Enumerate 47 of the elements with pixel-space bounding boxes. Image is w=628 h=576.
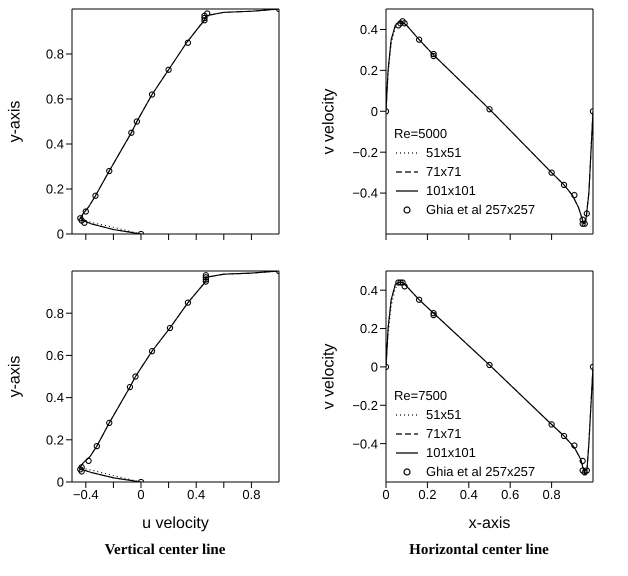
legend-label: 51x51	[426, 144, 462, 162]
legend-label: Ghia et al 257x257	[426, 463, 536, 481]
y-tick-label: 0.6	[46, 92, 64, 107]
legend-title: Re=7500	[394, 387, 448, 405]
y-tick-label: −0.4	[352, 436, 378, 452]
y-tick-label: 0.4	[360, 282, 378, 298]
legend-label: 101x101	[426, 444, 476, 462]
y-axis-title: y-axis	[6, 356, 24, 398]
y-tick-label: −0.2	[352, 144, 378, 160]
y-tick-label: −0.2	[352, 398, 378, 413]
x-tick-label: 0	[382, 487, 390, 502]
legend-label: Ghia et al 257x257	[426, 201, 536, 219]
text: Horizontal center line	[408, 542, 550, 559]
x-tick-label: 0.8	[242, 487, 260, 502]
y-tick-label: 0.2	[360, 62, 378, 78]
legend-label: 51x51	[426, 406, 462, 424]
y-tick-label: 0.6	[46, 348, 64, 364]
y-axis-title: v velocity	[320, 88, 338, 154]
legend-label: 101x101	[426, 182, 476, 200]
y-tick-label: 0	[56, 474, 64, 490]
y-tick-label: 0.4	[46, 390, 64, 406]
x-tick-label: 0	[137, 487, 145, 502]
y-tick-label: 0	[370, 360, 378, 375]
x-tick-label: 0.2	[418, 487, 436, 502]
y-tick-label: 0.2	[360, 321, 378, 336]
legend-label: 71x71	[426, 163, 462, 181]
y-tick-label: 0.8	[46, 46, 64, 62]
y-axis-title: v velocity	[320, 344, 338, 410]
x-axis-title: u velocity	[142, 515, 209, 532]
y-tick-label: 0.4	[46, 136, 64, 152]
y-tick-label: 0.2	[46, 432, 64, 448]
x-axis-title: x-axis	[468, 515, 510, 532]
x-tick-label: 0.6	[501, 487, 520, 502]
text: Vertical center line	[104, 542, 226, 559]
y-tick-label: 0.8	[46, 306, 64, 321]
x-tick-label: 0.8	[542, 487, 561, 502]
x-tick-label: 0.4	[460, 487, 478, 502]
y-axis-title: y-axis	[6, 100, 24, 142]
y-tick-label: 0.4	[360, 22, 378, 38]
x-tick-label: −0.4	[72, 487, 99, 502]
y-tick-label: 0	[370, 104, 378, 119]
y-tick-label: 0.2	[46, 182, 64, 197]
legend-label: 71x71	[426, 425, 462, 443]
x-tick-label: 0.4	[187, 487, 206, 502]
y-tick-label: 0	[56, 226, 64, 242]
y-tick-label: −0.4	[352, 186, 378, 201]
legend-title: Re=5000	[394, 125, 448, 143]
